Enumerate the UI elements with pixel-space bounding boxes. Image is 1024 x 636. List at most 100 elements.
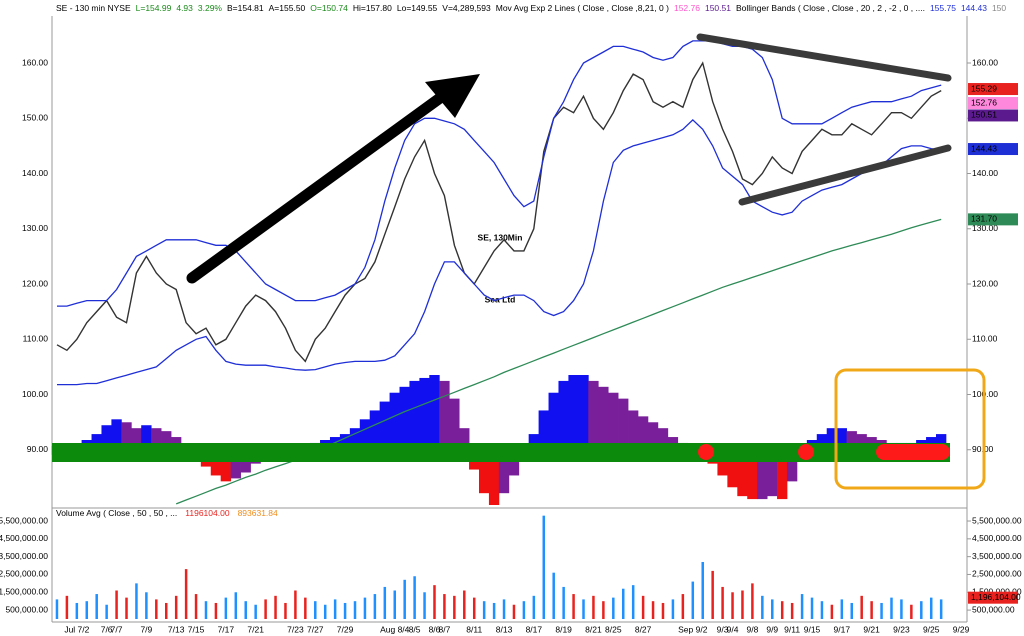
x-tick-label: 7/21: [247, 624, 264, 634]
triangle-upper: [696, 33, 952, 82]
y-tick-label: 110.00: [23, 334, 49, 344]
x-tick-label: 9/23: [893, 624, 910, 634]
x-tick-label: 8/7: [439, 624, 451, 634]
x-tick-label: 9/4: [727, 624, 739, 634]
bar: [111, 419, 122, 446]
header-item: SE - 130 min NYSE: [56, 3, 131, 13]
bar: [284, 602, 287, 619]
last-value-box: [968, 213, 1018, 226]
bar: [333, 599, 337, 619]
bar: [174, 595, 178, 619]
series-line: [57, 40, 942, 307]
bar: [492, 602, 496, 619]
last-value-label: 1,196,104.00: [971, 592, 1021, 602]
y-tick-label: 100.00: [22, 389, 48, 399]
last-value-label: 144.43: [971, 143, 997, 153]
bar: [860, 595, 863, 619]
header-item: 150: [992, 3, 1006, 13]
panel-title-value: 1196104.00: [185, 508, 230, 518]
header-item: Hi=157.80: [353, 3, 392, 13]
bar: [741, 590, 744, 619]
bar: [329, 437, 341, 446]
bar: [502, 599, 506, 619]
bar: [320, 440, 331, 446]
bar: [846, 431, 857, 446]
bar: [512, 604, 516, 619]
bar: [558, 380, 569, 446]
bar: [582, 599, 585, 619]
bar: [383, 586, 387, 619]
bar: [578, 375, 589, 446]
bar: [806, 440, 818, 446]
bar: [463, 590, 466, 619]
bar: [522, 601, 526, 619]
bar: [171, 437, 182, 446]
y-tick-label: 4,500,000.00: [972, 533, 1022, 543]
bar: [767, 445, 778, 497]
squeeze-dot: [798, 444, 814, 460]
bar: [612, 597, 615, 619]
panel-title-text: Volume Avg ( Close , 50 , 50 , ...: [56, 508, 177, 518]
bar: [572, 594, 575, 619]
bar: [423, 592, 426, 619]
y-tick-label: 140.00: [972, 168, 998, 178]
bar: [101, 425, 112, 446]
series-line: [57, 119, 942, 386]
bar: [701, 561, 704, 619]
bar: [618, 398, 629, 446]
header-item: 3.29%: [198, 3, 223, 13]
bar: [91, 434, 102, 446]
last-value-box: [968, 83, 1018, 96]
y-tick-label: 150.00: [22, 113, 48, 123]
series-line: [56, 61, 942, 363]
bar: [532, 595, 536, 619]
y-tick-label: 110.00: [972, 334, 998, 344]
bar: [220, 445, 232, 482]
bar: [363, 597, 367, 619]
bar: [459, 428, 470, 446]
bar: [920, 601, 923, 619]
bar: [780, 601, 784, 619]
bar: [830, 604, 834, 619]
bar: [369, 410, 381, 446]
bar: [141, 425, 152, 446]
bar: [151, 428, 162, 446]
y-tick-label: 2,500,000.00: [972, 569, 1022, 579]
bar: [429, 375, 440, 446]
bar: [935, 434, 947, 446]
x-tick-label: 9/15: [804, 624, 821, 634]
bar: [667, 437, 679, 446]
last-value-box: [968, 143, 1018, 156]
header-item: Lo=149.55: [397, 3, 438, 13]
x-tick-label: 8/25: [605, 624, 622, 634]
bar: [161, 431, 172, 446]
bar: [204, 601, 208, 619]
header-item: 155.75: [930, 3, 956, 13]
bar: [359, 419, 371, 446]
bar: [592, 595, 595, 619]
bar: [761, 595, 764, 619]
y-tick-label: 500,000.00: [5, 604, 48, 614]
bar: [323, 604, 327, 619]
bar: [751, 583, 754, 619]
bar: [145, 592, 148, 619]
bar: [826, 428, 838, 446]
y-tick-label: 130.00: [22, 223, 48, 233]
bar: [939, 599, 943, 619]
bar: [393, 590, 396, 619]
y-tick-label: 90.00: [27, 444, 49, 454]
bar: [121, 422, 132, 446]
bar: [155, 599, 158, 619]
bar: [528, 434, 540, 446]
x-tick-label: Jul 7/2: [64, 624, 89, 634]
x-tick-label: 8/5: [409, 624, 421, 634]
y-tick-label: 160.00: [22, 57, 48, 67]
x-tick-label: 8/13: [496, 624, 513, 634]
x-tick-label: 7/29: [337, 624, 354, 634]
x-tick-label: 7/23: [287, 624, 304, 634]
bar: [85, 601, 89, 619]
bar: [81, 440, 92, 446]
bar: [135, 583, 138, 619]
bar: [131, 428, 142, 446]
x-tick-label: 8/27: [635, 624, 652, 634]
